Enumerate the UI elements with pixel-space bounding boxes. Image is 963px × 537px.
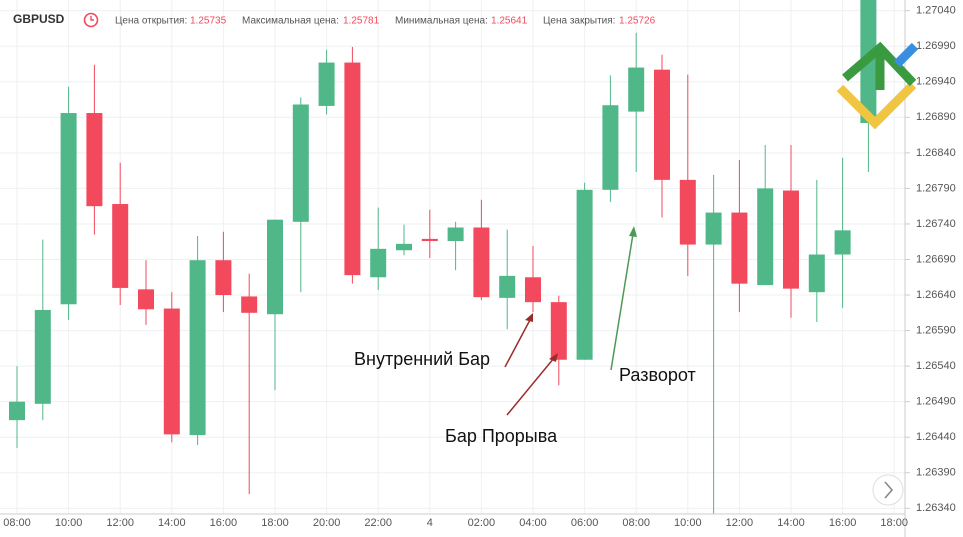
candle-body [396, 243, 412, 251]
candle-body [112, 204, 129, 288]
x-tick-label: 14:00 [158, 517, 186, 529]
x-tick-label: 12:00 [726, 517, 754, 529]
x-tick-label: 10:00 [674, 517, 702, 529]
candle-body [60, 113, 77, 305]
candle-body [525, 277, 541, 303]
x-tick-label: 4 [427, 517, 433, 529]
candle-body [421, 238, 438, 242]
candle-body [34, 309, 51, 404]
x-tick-label: 22:00 [364, 517, 392, 529]
stat-label: Максимальная цена: [242, 16, 339, 27]
x-tick-label: 20:00 [313, 517, 341, 529]
candle-body [344, 62, 361, 276]
candle-body [215, 260, 232, 296]
symbol: GBPUSD [13, 12, 65, 26]
arrow-head [549, 353, 558, 362]
y-tick-label: 1.26990 [916, 40, 956, 52]
candle-body [163, 308, 180, 435]
candle-body [267, 219, 283, 315]
logo [836, 41, 919, 130]
stat-label: Минимальная цена: [395, 16, 488, 27]
x-tick-label: 02:00 [468, 517, 496, 529]
candle-body [550, 302, 567, 360]
candle-body [370, 248, 387, 278]
candle-body [628, 67, 645, 112]
candle-body [576, 189, 593, 360]
x-tick-label: 04:00 [519, 517, 547, 529]
x-tick-label: 12:00 [106, 517, 134, 529]
candle-body [447, 227, 464, 242]
candle-body [499, 275, 516, 298]
y-tick-label: 1.26540 [916, 360, 956, 372]
stat-label: Цена открытия: [115, 16, 187, 27]
x-tick-label: 16:00 [210, 517, 238, 529]
y-tick-label: 1.26890 [916, 111, 956, 123]
x-tick-label: 08:00 [3, 517, 31, 529]
x-tick-label: 08:00 [622, 517, 650, 529]
candle-body [138, 289, 154, 310]
candle-body [292, 104, 309, 222]
y-tick-label: 1.26590 [916, 324, 956, 336]
candle-body [834, 230, 851, 255]
x-tick-label: 18:00 [880, 517, 908, 529]
scroll-button[interactable] [872, 474, 904, 506]
candle-body [473, 227, 490, 298]
y-tick-label: 1.26790 [916, 182, 956, 194]
candle-body [241, 296, 258, 313]
x-tick-label: 14:00 [777, 517, 805, 529]
annotation: Разворот [619, 365, 696, 385]
candle-body [318, 62, 335, 106]
stat-value: 1.25726 [619, 16, 656, 27]
x-tick-label: 18:00 [261, 517, 289, 529]
arrow [506, 357, 555, 416]
candle-body [9, 401, 25, 421]
candle-body [808, 254, 825, 293]
y-tick-label: 1.26340 [916, 502, 956, 514]
y-tick-label: 1.27040 [916, 5, 956, 17]
y-tick-label: 1.26940 [916, 76, 956, 88]
candle-body [705, 212, 722, 245]
candle-body [654, 69, 670, 180]
y-tick-label: 1.26390 [916, 467, 956, 479]
arrow [610, 233, 634, 371]
stat-value: 1.25641 [491, 16, 528, 27]
stat-value: 1.25781 [343, 16, 380, 27]
candle-body [189, 260, 206, 436]
y-tick-label: 1.26740 [916, 218, 956, 230]
header: GBPUSD Цена открытия: 1.25735 Максимальн… [13, 12, 656, 28]
annotation: Внутренний Бар [354, 349, 490, 369]
axes: 1.26340 1.26390 1.26440 1.26490 1.26540 1.265… [3, 5, 956, 529]
candle-body [783, 190, 799, 289]
y-tick-label: 1.26490 [916, 396, 956, 408]
arrow [504, 317, 532, 368]
x-tick-label: 10:00 [55, 517, 83, 529]
candle-body [679, 179, 696, 245]
y-tick-label: 1.26640 [916, 289, 956, 301]
arrow-head [629, 226, 637, 237]
x-tick-label: 06:00 [571, 517, 599, 529]
clock-icon[interactable] [83, 12, 99, 28]
candle-body [602, 105, 619, 190]
annotation: Бар Прорыва [445, 426, 558, 446]
arrow-head [525, 313, 533, 322]
stat-value: 1.25735 [190, 16, 227, 27]
x-tick-label: 16:00 [829, 517, 857, 529]
candle-body [86, 113, 103, 207]
candle-body [757, 188, 774, 286]
annotations: Внутренний Бар Бар Прорыва Разворот [354, 226, 696, 446]
stat-label: Цена закрытия: [543, 16, 615, 27]
y-tick-label: 1.26690 [916, 253, 956, 265]
y-tick-label: 1.26440 [916, 431, 956, 443]
candle-body [731, 212, 748, 284]
y-tick-label: 1.26840 [916, 147, 956, 159]
